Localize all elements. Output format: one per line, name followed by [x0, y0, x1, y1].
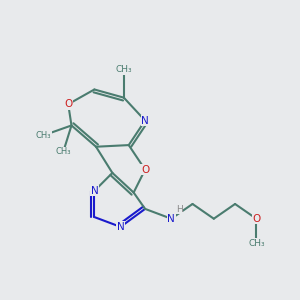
- Text: N: N: [167, 214, 175, 224]
- Text: N: N: [91, 186, 98, 196]
- Text: O: O: [141, 165, 149, 175]
- Text: O: O: [64, 99, 72, 109]
- Text: O: O: [252, 214, 260, 224]
- Text: CH₃: CH₃: [36, 131, 51, 140]
- Text: N: N: [117, 222, 124, 232]
- Text: CH₃: CH₃: [56, 147, 71, 156]
- Text: CH₃: CH₃: [248, 239, 265, 248]
- Text: CH₃: CH₃: [116, 65, 132, 74]
- Text: H: H: [176, 205, 183, 214]
- Text: N: N: [141, 116, 149, 126]
